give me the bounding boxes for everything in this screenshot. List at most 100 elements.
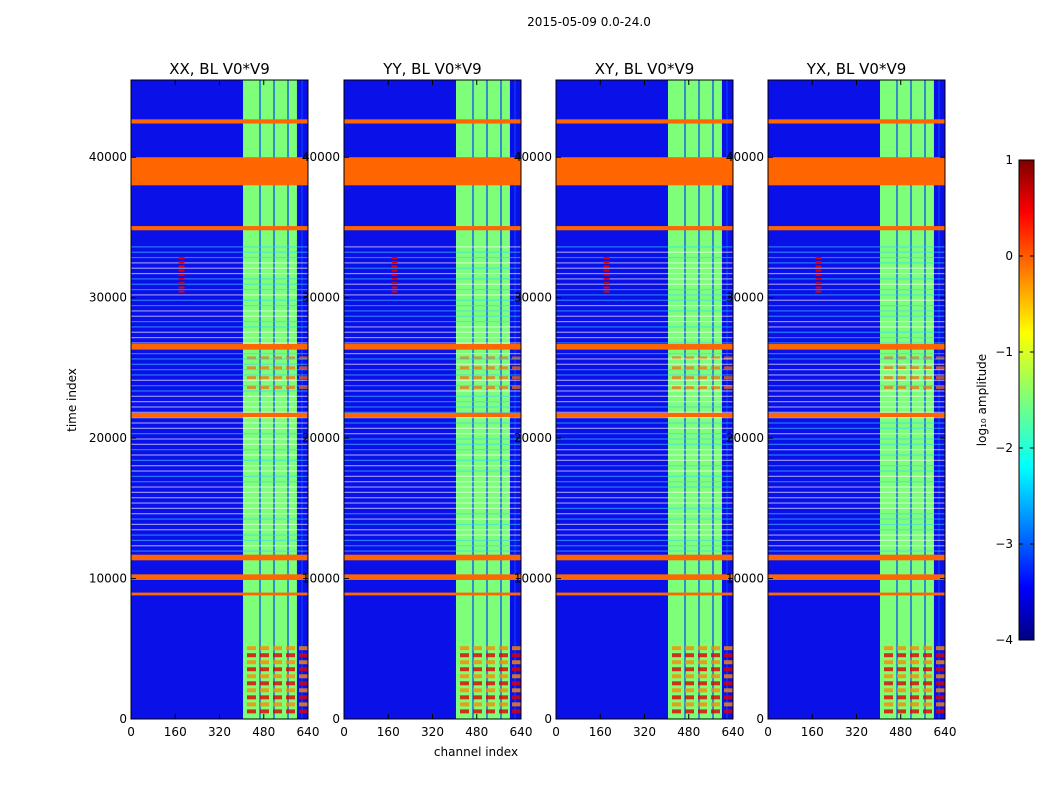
- hot-cell: [711, 356, 721, 360]
- y-tick-label: 20000: [302, 431, 340, 445]
- flagged-band: [131, 554, 308, 561]
- time-scan-line: [131, 272, 308, 275]
- rfi-spike: [815, 273, 822, 276]
- hot-cell: [923, 667, 933, 672]
- flagged-band: [768, 554, 945, 561]
- flagged-band: [768, 592, 945, 596]
- flagged-band: [131, 226, 308, 231]
- time-scan-line: [556, 369, 733, 371]
- hot-cell: [685, 681, 695, 686]
- hot-cell: [897, 646, 907, 651]
- hot-cell: [247, 667, 257, 672]
- hot-cell: [672, 702, 682, 707]
- time-scan-line: [131, 342, 308, 344]
- hot-cell: [897, 376, 907, 380]
- time-scan-line: [131, 390, 308, 392]
- time-scan-line: [768, 262, 945, 264]
- time-scan-line: [344, 267, 521, 269]
- hot-cell: [698, 356, 708, 360]
- hot-cell: [685, 366, 695, 370]
- hot-cell: [711, 376, 721, 380]
- rfi-spike: [815, 261, 822, 264]
- hot-cell: [460, 688, 470, 693]
- hot-cell: [486, 646, 496, 651]
- time-scan-line: [556, 310, 733, 312]
- hot-cell: [473, 688, 483, 693]
- channel-gap-stripe: [273, 80, 276, 719]
- channel-gap-stripe: [684, 80, 687, 719]
- hot-cell: [685, 674, 695, 679]
- hot-cell: [672, 385, 682, 389]
- hot-cell: [499, 376, 509, 380]
- hot-cell: [260, 702, 270, 707]
- time-scan-line: [768, 534, 945, 536]
- time-scan-line: [556, 449, 733, 451]
- hot-cell: [512, 688, 522, 693]
- hot-cell: [724, 702, 734, 707]
- time-scan-line: [131, 401, 308, 403]
- rfi-spike: [178, 261, 185, 264]
- time-scan-line: [131, 304, 308, 307]
- hot-cell: [910, 681, 920, 686]
- time-scan-line: [344, 246, 521, 248]
- hot-cell: [724, 709, 734, 714]
- y-tick-label: 30000: [514, 291, 552, 305]
- hot-cell: [486, 356, 496, 360]
- hot-cell: [486, 681, 496, 686]
- time-scan-line: [556, 395, 733, 397]
- hot-cell: [685, 695, 695, 700]
- hot-cell: [273, 688, 283, 693]
- hot-cell: [685, 709, 695, 714]
- hot-cell: [910, 366, 920, 370]
- hot-cell: [512, 385, 522, 389]
- channel-gap-stripe: [472, 80, 475, 719]
- time-scan-line: [344, 256, 521, 259]
- hot-cell: [260, 653, 270, 658]
- panels-group: XX, BL V0*V9 0 160 320 480 640 0 10000 20000 3000…: [89, 60, 957, 739]
- time-scan-line: [131, 507, 308, 509]
- flagged-band: [344, 574, 521, 580]
- time-scan-line: [344, 502, 521, 504]
- rfi-spike: [815, 265, 822, 268]
- panel-title: XY, BL V0*V9: [595, 60, 695, 78]
- hot-cell: [711, 702, 721, 707]
- hot-cell: [299, 681, 309, 686]
- colorbar-gradient: [1019, 160, 1034, 640]
- hot-cell: [897, 667, 907, 672]
- x-tick-label: 480: [465, 725, 488, 739]
- rfi-spike: [815, 256, 822, 259]
- hot-cell: [286, 356, 296, 360]
- time-scan-line: [131, 337, 308, 339]
- hot-cell: [711, 695, 721, 700]
- hot-cell: [884, 702, 894, 707]
- channel-gap-stripe: [287, 80, 290, 719]
- hot-cell: [897, 688, 907, 693]
- time-scan-line: [131, 315, 308, 317]
- hot-cell: [247, 660, 257, 665]
- time-scan-line: [344, 406, 521, 408]
- time-scan-line: [556, 470, 733, 472]
- flagged-band: [131, 574, 308, 580]
- hot-cell: [286, 385, 296, 389]
- hot-cell: [299, 653, 309, 658]
- hot-cell: [711, 667, 721, 672]
- time-scan-line: [344, 353, 521, 355]
- hot-cell: [897, 366, 907, 370]
- hot-cell: [512, 376, 522, 380]
- time-scan-line: [344, 550, 521, 552]
- time-scan-line: [344, 481, 521, 483]
- time-scan-line: [556, 507, 733, 509]
- hot-cell: [724, 653, 734, 658]
- x-tick-label: 320: [845, 725, 868, 739]
- hot-cell: [512, 646, 522, 651]
- hot-cell: [711, 660, 721, 665]
- hot-cell: [512, 702, 522, 707]
- channel-gap-stripe: [712, 80, 715, 719]
- time-scan-line: [344, 401, 521, 403]
- y-axis-label: time index: [65, 368, 79, 432]
- hot-cell: [512, 709, 522, 714]
- hot-cell: [512, 653, 522, 658]
- flagged-band: [344, 119, 521, 124]
- hot-cell: [299, 674, 309, 679]
- time-scan-line: [344, 251, 521, 253]
